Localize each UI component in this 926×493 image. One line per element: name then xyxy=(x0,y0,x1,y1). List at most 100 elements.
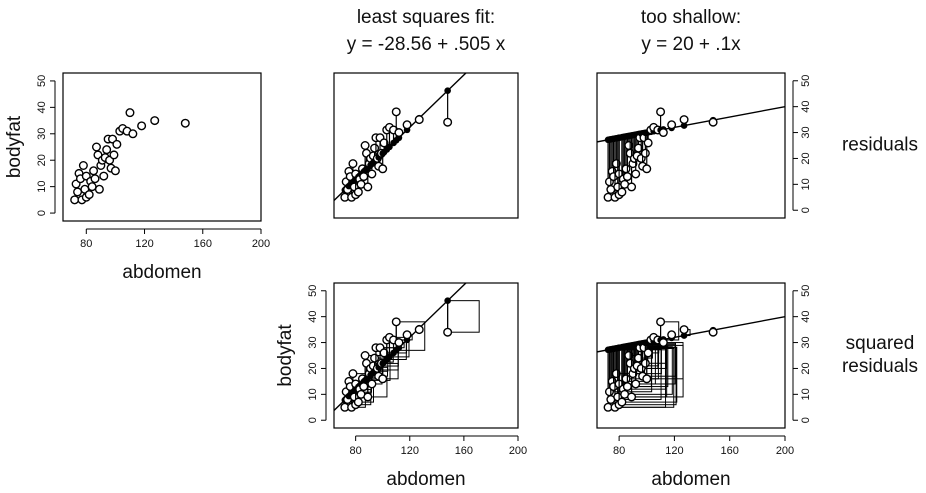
panel-title: too shallow: xyxy=(641,7,741,28)
panel: 0 10 20 30 40 50 80 120 160 200 abdomen bodyfat xyxy=(4,72,270,283)
data-point xyxy=(363,182,373,192)
data-point xyxy=(643,138,653,148)
plot-area xyxy=(334,283,480,412)
panel-title: y = 20 + .1x xyxy=(641,34,741,55)
data-point xyxy=(112,139,122,149)
data-point xyxy=(150,116,160,126)
data-point xyxy=(631,379,641,389)
data-point xyxy=(128,129,138,139)
data-point xyxy=(348,159,358,169)
data-point xyxy=(621,374,631,384)
x-tick-label: 80 xyxy=(613,445,625,457)
data-point xyxy=(443,327,453,337)
y-tick-label: 50 xyxy=(307,285,319,297)
data-point xyxy=(643,348,653,358)
y-tick-label: 30 xyxy=(800,126,812,138)
x-tick-label: 160 xyxy=(721,445,739,457)
y-tick-label: 20 xyxy=(800,152,812,164)
x-tick-label: 120 xyxy=(135,238,153,250)
data-point xyxy=(87,182,97,192)
data-point xyxy=(125,108,135,118)
data-point xyxy=(367,169,377,179)
data-point xyxy=(109,150,119,160)
residual-square xyxy=(447,300,480,333)
y-tick-label: 40 xyxy=(800,311,812,323)
data-point xyxy=(443,117,453,127)
plot-area xyxy=(597,105,785,202)
x-tick-label: 160 xyxy=(194,238,212,250)
data-point xyxy=(640,358,650,368)
x-tick-label: 200 xyxy=(776,445,794,457)
data-point xyxy=(622,382,632,392)
y-tick-label: 40 xyxy=(800,101,812,113)
data-point xyxy=(360,351,370,361)
data-point xyxy=(73,187,83,197)
data-point xyxy=(84,190,94,200)
y-tick-label: 50 xyxy=(800,75,812,87)
data-point xyxy=(621,164,631,174)
data-point xyxy=(359,172,369,182)
data-point xyxy=(622,172,632,182)
x-tick-label: 200 xyxy=(509,445,527,457)
data-point xyxy=(642,164,652,174)
data-point xyxy=(617,397,627,407)
y-tick-label: 0 xyxy=(800,207,812,213)
fitted-point xyxy=(444,297,451,304)
panel: 0 10 20 30 40 50 too shallow: y = 20 + .1x resid… xyxy=(596,7,918,219)
data-point xyxy=(89,166,99,176)
data-point xyxy=(617,187,627,197)
y-tick-label: 20 xyxy=(307,362,319,374)
data-point xyxy=(414,325,424,335)
y-tick-label: 20 xyxy=(36,154,48,166)
y-axis-label: bodyfat xyxy=(275,324,296,387)
data-point xyxy=(391,317,401,327)
data-point xyxy=(667,330,677,340)
side-label: squared xyxy=(846,333,915,354)
data-point xyxy=(656,317,666,327)
y-tick-label: 30 xyxy=(36,128,48,140)
data-point xyxy=(402,330,412,340)
data-point xyxy=(90,174,100,184)
data-point xyxy=(378,374,388,384)
data-point xyxy=(391,107,401,117)
x-tick-label: 120 xyxy=(665,445,683,457)
side-label: residuals xyxy=(842,135,918,156)
y-axis-label: bodyfat xyxy=(4,115,25,178)
x-tick-label: 80 xyxy=(350,445,362,457)
plot-box xyxy=(62,72,262,222)
plot-area xyxy=(70,108,190,205)
data-point xyxy=(658,338,668,348)
fitted-point xyxy=(386,353,393,361)
data-point xyxy=(348,369,358,379)
data-point xyxy=(627,392,637,402)
fitted-point xyxy=(386,143,393,151)
y-tick-label: 40 xyxy=(36,101,48,113)
data-point xyxy=(78,160,88,170)
data-point xyxy=(367,379,377,389)
data-point xyxy=(363,392,373,402)
y-tick-label: 50 xyxy=(36,75,48,87)
y-tick-label: 40 xyxy=(307,311,319,323)
plot-box xyxy=(596,282,786,429)
y-tick-label: 10 xyxy=(800,178,812,190)
data-point xyxy=(708,327,718,337)
data-point xyxy=(353,187,363,197)
plot-area xyxy=(334,73,467,202)
data-point xyxy=(353,397,363,407)
data-point xyxy=(642,374,652,384)
y-tick-label: 0 xyxy=(307,417,319,423)
y-tick-label: 10 xyxy=(36,181,48,193)
x-tick-label: 80 xyxy=(80,238,92,250)
y-tick-label: 20 xyxy=(800,362,812,374)
data-point xyxy=(708,117,718,127)
data-point xyxy=(658,128,668,138)
panel: 0 10 20 30 40 50 80 120 160 200 abdomen squaredresi… xyxy=(596,282,918,490)
data-point xyxy=(679,325,689,335)
side-label: residuals xyxy=(842,356,918,377)
data-point xyxy=(378,164,388,174)
data-point xyxy=(370,143,380,153)
panel-title: y = -28.56 + .505 x xyxy=(347,34,506,55)
fitted-point xyxy=(680,122,688,129)
plot-box xyxy=(596,72,786,219)
